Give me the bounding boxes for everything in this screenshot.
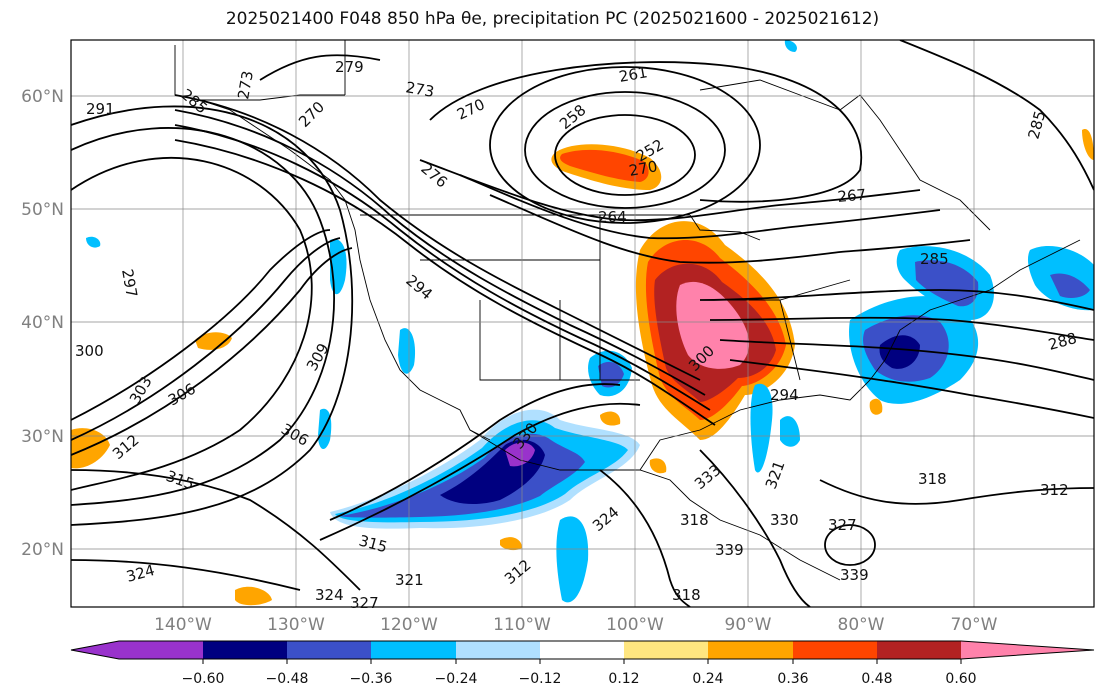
- colorbar-tick-label: −0.36: [350, 671, 393, 687]
- colorbar-segment: [877, 641, 961, 659]
- contour-label: 273: [404, 78, 435, 101]
- map-title: 2025021400 F048 850 hPa θe, precipitatio…: [225, 9, 880, 29]
- latitude-labels: 60°N 50°N 40°N 30°N 20°N: [21, 87, 64, 560]
- colorbar-segment: [203, 641, 287, 659]
- graticule: [71, 40, 1094, 607]
- contour-label: 291: [86, 100, 115, 118]
- contour-label: 270: [628, 157, 659, 180]
- contour-label: 279: [335, 58, 364, 76]
- lon-label: 70°W: [951, 615, 998, 635]
- colorbar-extend-max: [961, 641, 1094, 659]
- lon-label: 110°W: [493, 615, 551, 635]
- colorbar-segment: [540, 641, 624, 659]
- lon-label: 120°W: [380, 615, 438, 635]
- theta-e-contours: [71, 40, 1094, 607]
- colorbar-segment: [456, 641, 540, 659]
- colorbar-extend-min: [71, 641, 119, 659]
- contour-label: 327: [350, 594, 379, 612]
- contour-label: 339: [840, 566, 869, 584]
- contour-label: 261: [618, 63, 649, 86]
- lat-label: 30°N: [21, 427, 64, 447]
- contour-label: 318: [672, 586, 701, 604]
- contour-label: 324: [315, 586, 344, 604]
- colorbar-tick-label: 0.36: [777, 671, 808, 687]
- contour-label: 264: [598, 208, 627, 226]
- colorbar-tick-label: −0.24: [435, 671, 478, 687]
- colorbar-tick-label: 0.48: [861, 671, 892, 687]
- contour-label: 267: [837, 186, 867, 206]
- lat-label: 50°N: [21, 200, 64, 220]
- lat-label: 60°N: [21, 87, 64, 107]
- lon-label: 100°W: [606, 615, 664, 635]
- contour-label: 339: [715, 541, 744, 559]
- contour-label: 285: [920, 250, 949, 268]
- contour-label: 273: [234, 69, 257, 100]
- contour-label: 297: [118, 268, 141, 299]
- colorbar-outline: [70, 640, 1095, 660]
- colorbar-segment: [793, 641, 877, 659]
- lat-label: 40°N: [21, 313, 64, 333]
- colorbar-segment: [624, 641, 708, 659]
- colorbar-segment: [708, 641, 793, 659]
- lon-label: 140°W: [154, 615, 212, 635]
- lon-label: 80°W: [838, 615, 885, 635]
- longitude-labels: 140°W 130°W 120°W 110°W 100°W 90°W 80°W …: [154, 615, 998, 635]
- contour-label: 294: [770, 386, 799, 404]
- colorbar-segment: [287, 641, 371, 659]
- lon-label: 90°W: [725, 615, 772, 635]
- colorbar-segment: [119, 641, 203, 659]
- colorbar-tick-label: −0.48: [266, 671, 309, 687]
- colorbar-tick-label: −0.60: [182, 671, 225, 687]
- colorbar-tick-label: 0.60: [945, 671, 976, 687]
- coastlines-borders: [174, 40, 1081, 581]
- contour-label: 327: [828, 516, 857, 534]
- colorbar-ticks: [202, 659, 962, 664]
- precipitation-shading: [71, 40, 1094, 606]
- contour-label: 318: [680, 511, 709, 529]
- contour-label: 300: [75, 342, 104, 360]
- lat-label: 20°N: [21, 540, 64, 560]
- contour-label: 321: [395, 571, 424, 589]
- colorbar-tick-label: −0.12: [519, 671, 562, 687]
- lon-label: 130°W: [267, 615, 325, 635]
- colorbar-tick-label: 0.12: [608, 671, 639, 687]
- contour-label: 318: [918, 470, 947, 488]
- colorbar-segment: [371, 641, 456, 659]
- contour-label: 330: [770, 511, 799, 529]
- colorbar: −0.60 −0.48 −0.36 −0.24 −0.12 0.12 0.24 …: [70, 640, 1095, 687]
- contour-label: 312: [1040, 481, 1069, 499]
- colorbar-tick-label: 0.24: [692, 671, 723, 687]
- map-frame: [70, 39, 1095, 608]
